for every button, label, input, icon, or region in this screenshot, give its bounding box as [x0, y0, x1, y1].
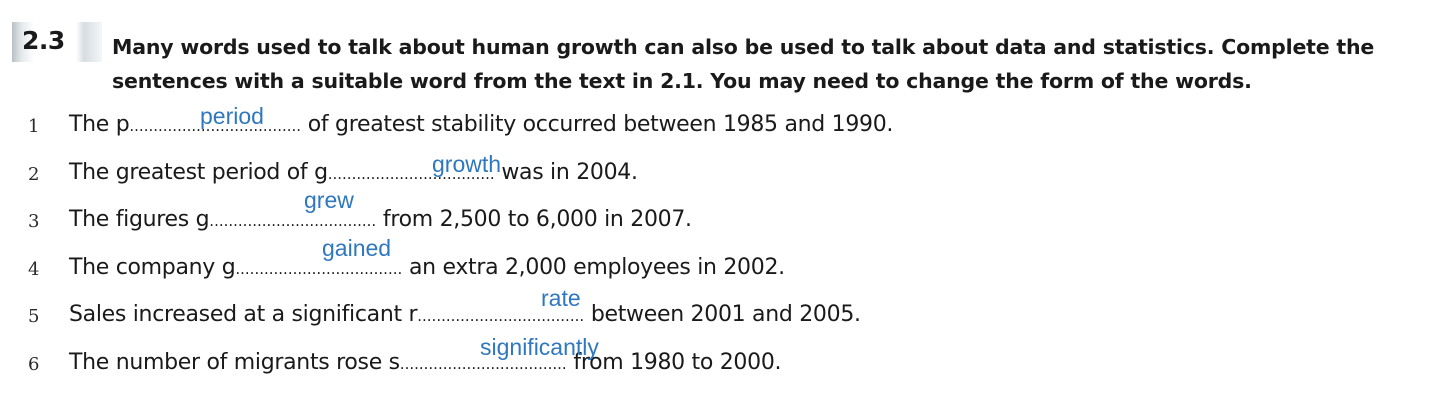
sentence-end: between 2001 and 2005. [584, 302, 861, 327]
exercise-item-4: 4 The company g.........................… [0, 235, 1437, 299]
handwritten-answer: rate [541, 285, 581, 311]
handwritten-answer: significantly [480, 334, 599, 360]
item-sentence: The figures g...........................… [69, 207, 692, 232]
handwritten-answer: growth [432, 151, 502, 177]
item-sentence: The number of migrants rose s...........… [69, 350, 782, 375]
exercise-item-5: 5 Sales increased at a significant r....… [0, 285, 1437, 346]
instruction-line-2: sentences with a suitable word from the … [112, 69, 1252, 93]
answer-blank[interactable]: ................................... [399, 355, 567, 373]
sentence-end: was in 2004. [494, 160, 638, 185]
exercise-number-badge [12, 22, 102, 62]
sentence-end: from 1980 to 2000. [566, 350, 782, 375]
sentence-start: Sales increased at a significant r [69, 302, 418, 327]
sentence-end: of greatest stability occurred between 1… [301, 112, 894, 137]
item-sentence: Sales increased at a significant r......… [69, 302, 861, 327]
sentence-start: The greatest period of g [69, 160, 328, 185]
answer-blank[interactable]: ................................... [235, 260, 403, 278]
item-number: 5 [28, 306, 40, 327]
handwritten-answer: gained [322, 235, 392, 261]
answer-blank[interactable]: ................................... [417, 307, 585, 325]
exercise-number: 2.3 [22, 26, 65, 55]
sentence-end: an extra 2,000 employees in 2002. [402, 255, 785, 280]
item-sentence: The p...................................… [69, 112, 893, 137]
item-sentence: The greatest period of g................… [69, 160, 638, 185]
handwritten-answer: grew [304, 187, 354, 213]
sentence-start: The figures g [69, 207, 210, 232]
exercise-item-6: 6 The number of migrants rose s.........… [0, 334, 1437, 394]
answer-blank[interactable]: .................................... [129, 117, 302, 135]
answer-blank[interactable]: ................................... [327, 165, 495, 183]
exercise-item-3: 3 The figures g.........................… [0, 187, 1437, 251]
sentence-start: The company g [69, 255, 236, 280]
sentence-start: The p [69, 112, 130, 137]
instruction-line-1: Many words used to talk about human grow… [112, 35, 1375, 59]
sentence-end: from 2,500 to 6,000 in 2007. [376, 207, 692, 232]
handwritten-answer: period [200, 103, 264, 129]
sentence-start: The number of migrants rose s [69, 350, 400, 375]
item-sentence: The company g...........................… [69, 255, 785, 280]
item-number: 4 [28, 259, 40, 280]
exercise-item-1: 1 The p.................................… [0, 103, 1437, 156]
exercise-instructions: Many words used to talk about human grow… [112, 30, 1427, 98]
item-number: 6 [28, 354, 40, 375]
item-number: 3 [28, 211, 40, 232]
answer-blank[interactable]: ................................... [209, 212, 377, 230]
item-number: 2 [28, 164, 40, 185]
item-number: 1 [28, 116, 40, 137]
exercise-item-2: 2 The greatest period of g..............… [0, 151, 1437, 204]
